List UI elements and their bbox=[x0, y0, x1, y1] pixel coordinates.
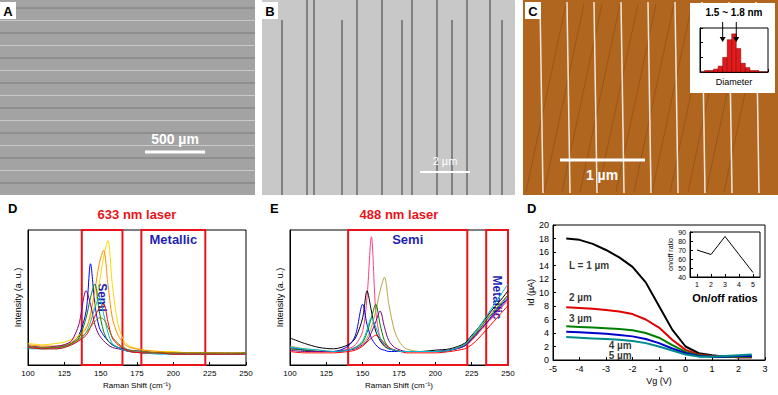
svg-text:175: 175 bbox=[130, 369, 144, 378]
svg-text:E: E bbox=[270, 201, 279, 216]
svg-text:200: 200 bbox=[429, 369, 443, 378]
svg-text:20: 20 bbox=[539, 220, 549, 230]
svg-text:D: D bbox=[8, 201, 17, 216]
svg-text:On/off ratios: On/off ratios bbox=[692, 292, 757, 304]
svg-text:200: 200 bbox=[167, 369, 181, 378]
svg-text:150: 150 bbox=[94, 369, 108, 378]
svg-text:-2: -2 bbox=[628, 364, 636, 374]
svg-text:1.5 ~ 1.8 nm: 1.5 ~ 1.8 nm bbox=[706, 7, 763, 18]
svg-text:6: 6 bbox=[544, 315, 549, 325]
svg-text:40: 40 bbox=[678, 274, 686, 281]
svg-text:Semi: Semi bbox=[95, 283, 110, 312]
svg-text:1 µm: 1 µm bbox=[586, 167, 618, 183]
svg-text:125: 125 bbox=[320, 369, 334, 378]
svg-text:A: A bbox=[3, 4, 13, 19]
svg-text:60: 60 bbox=[678, 256, 686, 263]
svg-text:Semi: Semi bbox=[392, 232, 423, 247]
svg-text:150: 150 bbox=[356, 369, 370, 378]
svg-text:Metallic: Metallic bbox=[149, 232, 197, 247]
svg-text:3 µm: 3 µm bbox=[569, 313, 592, 324]
svg-text:2: 2 bbox=[544, 342, 549, 352]
svg-text:L = 1 µm: L = 1 µm bbox=[569, 260, 609, 271]
svg-text:4: 4 bbox=[544, 328, 549, 338]
svg-text:12: 12 bbox=[539, 274, 549, 284]
svg-text:250: 250 bbox=[501, 369, 515, 378]
svg-text:2: 2 bbox=[736, 364, 741, 374]
svg-text:4 µm: 4 µm bbox=[609, 340, 632, 351]
svg-text:100: 100 bbox=[21, 369, 35, 378]
svg-text:488 nm laser: 488 nm laser bbox=[360, 207, 439, 222]
svg-text:Intensity (a. u.): Intensity (a. u.) bbox=[275, 268, 285, 328]
svg-text:5: 5 bbox=[751, 281, 755, 288]
svg-text:16: 16 bbox=[539, 247, 549, 257]
svg-text:100: 100 bbox=[283, 369, 297, 378]
svg-text:D: D bbox=[527, 201, 536, 216]
svg-text:-5: -5 bbox=[549, 364, 557, 374]
svg-text:3: 3 bbox=[762, 364, 767, 374]
svg-text:0: 0 bbox=[683, 364, 688, 374]
svg-text:2 µm: 2 µm bbox=[433, 155, 458, 167]
svg-text:2: 2 bbox=[709, 281, 713, 288]
svg-text:-4: -4 bbox=[575, 364, 583, 374]
svg-text:0: 0 bbox=[544, 355, 549, 365]
svg-text:Id (µA): Id (µA) bbox=[526, 279, 536, 306]
svg-text:-1: -1 bbox=[655, 364, 663, 374]
svg-text:B: B bbox=[265, 4, 274, 19]
svg-text:2 µm: 2 µm bbox=[569, 292, 592, 303]
svg-text:70: 70 bbox=[678, 247, 686, 254]
svg-text:8: 8 bbox=[544, 301, 549, 311]
svg-text:250: 250 bbox=[239, 369, 253, 378]
svg-text:633 nm laser: 633 nm laser bbox=[98, 207, 177, 222]
svg-text:1: 1 bbox=[695, 281, 699, 288]
svg-text:225: 225 bbox=[203, 369, 217, 378]
svg-text:Raman Shift (cm⁻¹): Raman Shift (cm⁻¹) bbox=[103, 381, 171, 390]
svg-text:Metallic: Metallic bbox=[490, 275, 505, 320]
svg-text:10: 10 bbox=[539, 288, 549, 298]
svg-text:14: 14 bbox=[539, 261, 549, 271]
svg-text:Vg (V): Vg (V) bbox=[646, 376, 672, 386]
svg-text:5 µm: 5 µm bbox=[609, 350, 632, 361]
svg-text:Intensity (a. u.): Intensity (a. u.) bbox=[13, 268, 23, 328]
svg-text:Diameter: Diameter bbox=[716, 77, 753, 87]
svg-text:4: 4 bbox=[737, 281, 741, 288]
svg-text:90: 90 bbox=[678, 229, 686, 236]
svg-text:on/off ratio: on/off ratio bbox=[667, 238, 674, 271]
svg-text:80: 80 bbox=[678, 238, 686, 245]
svg-text:3: 3 bbox=[723, 281, 727, 288]
svg-text:175: 175 bbox=[392, 369, 406, 378]
svg-text:-3: -3 bbox=[602, 364, 610, 374]
svg-text:C: C bbox=[528, 4, 538, 19]
svg-text:50: 50 bbox=[678, 265, 686, 272]
svg-text:1: 1 bbox=[709, 364, 714, 374]
svg-text:225: 225 bbox=[465, 369, 479, 378]
svg-text:500 µm: 500 µm bbox=[151, 131, 199, 147]
svg-text:125: 125 bbox=[58, 369, 72, 378]
svg-text:Raman Shift (cm⁻¹): Raman Shift (cm⁻¹) bbox=[365, 381, 433, 390]
svg-text:18: 18 bbox=[539, 234, 549, 244]
